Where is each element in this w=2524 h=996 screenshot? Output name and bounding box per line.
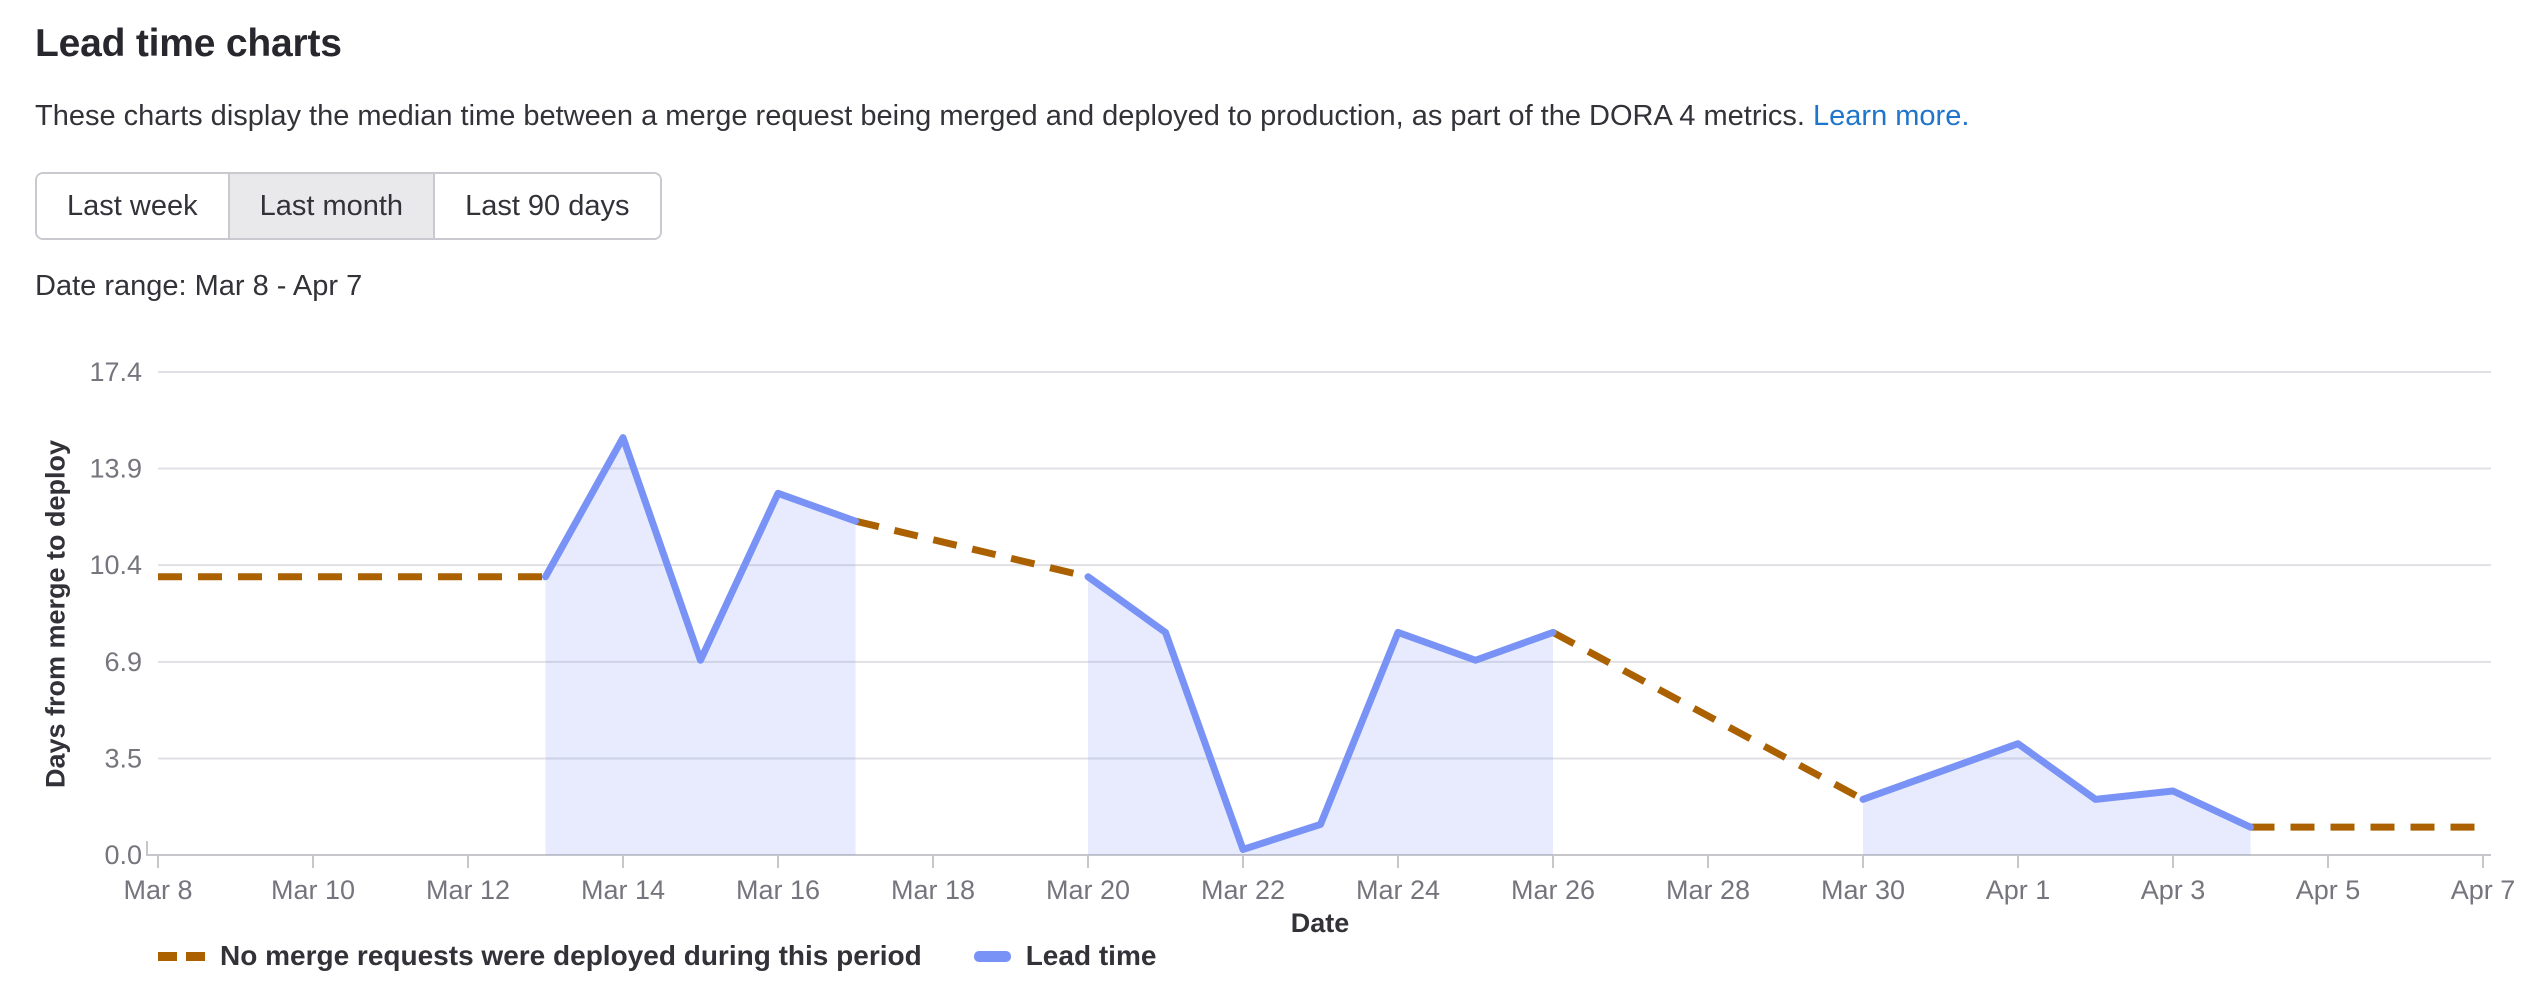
x-tick-label: Apr 5 — [2296, 875, 2361, 905]
y-axis-title: Days from merge to deploy — [40, 439, 71, 789]
x-tick-label: Mar 12 — [426, 875, 510, 905]
page-description: These charts display the median time bet… — [35, 100, 1969, 133]
lead-time-area — [1863, 743, 2251, 855]
x-tick-label: Mar 20 — [1046, 875, 1130, 905]
x-tick-label: Mar 16 — [736, 875, 820, 905]
x-tick-label: Mar 24 — [1356, 875, 1440, 905]
y-tick-label: 3.5 — [104, 743, 142, 773]
legend-item-lead-time[interactable]: Lead time — [973, 940, 1157, 972]
button-last-month[interactable]: Last month — [227, 174, 434, 238]
x-tick-label: Mar 28 — [1666, 875, 1750, 905]
page-title: Lead time charts — [35, 22, 342, 65]
x-tick-label: Mar 8 — [123, 875, 192, 905]
x-tick-label: Mar 26 — [1511, 875, 1595, 905]
chart-legend: No merge requests were deployed during t… — [158, 940, 1156, 972]
x-tick-label: Apr 1 — [1986, 875, 2051, 905]
lead-time-line — [1859, 740, 2254, 831]
page-description-text: These charts display the median time bet… — [35, 100, 1805, 132]
x-tick-label: Mar 10 — [271, 875, 355, 905]
button-last-90-days[interactable]: Last 90 days — [433, 174, 660, 238]
button-last-week[interactable]: Last week — [37, 174, 228, 238]
x-axis-title: Date — [1290, 908, 1350, 938]
x-tick-label: Mar 30 — [1821, 875, 1905, 905]
legend-item-no-deploy[interactable]: No merge requests were deployed during t… — [158, 940, 922, 972]
lead-time-swatch-icon — [973, 950, 1011, 962]
x-tick-label: Apr 3 — [2141, 875, 2206, 905]
x-tick-label: Apr 7 — [2451, 875, 2516, 905]
y-tick-label: 0.0 — [104, 840, 142, 870]
legend-label-lead-time: Lead time — [1025, 940, 1157, 971]
lead-time-area — [545, 437, 856, 855]
lead-time-chart: 0.0 3.5 6.9 10.4 13.9 17.4 Mar 8 Mar 10 Mar 12 Ma… — [89, 357, 2516, 905]
y-tick-label: 6.9 — [104, 647, 142, 677]
lead-time-line — [1084, 573, 1557, 853]
learn-more-link[interactable]: Learn more. — [1813, 100, 1970, 132]
y-tick-label: 17.4 — [89, 357, 142, 387]
y-tick-label: 10.4 — [89, 550, 142, 580]
y-tick-label: 13.9 — [89, 454, 142, 484]
lead-time-area — [1088, 576, 1553, 855]
x-tick-label: Mar 14 — [581, 875, 665, 905]
date-range-label: Date range: Mar 8 - Apr 7 — [35, 270, 363, 302]
lead-time-line — [542, 434, 859, 664]
no-deploy-dashed-swatch-icon — [158, 951, 205, 961]
x-tick-label: Mar 22 — [1201, 875, 1285, 905]
no-deploy-dashed-line — [1551, 629, 1865, 803]
time-range-button-group: Last week Last month Last 90 days — [35, 172, 662, 240]
x-tick-label: Mar 18 — [891, 875, 975, 905]
legend-label-no-deploy: No merge requests were deployed during t… — [220, 940, 922, 971]
no-deploy-dashed-line — [854, 517, 1089, 581]
